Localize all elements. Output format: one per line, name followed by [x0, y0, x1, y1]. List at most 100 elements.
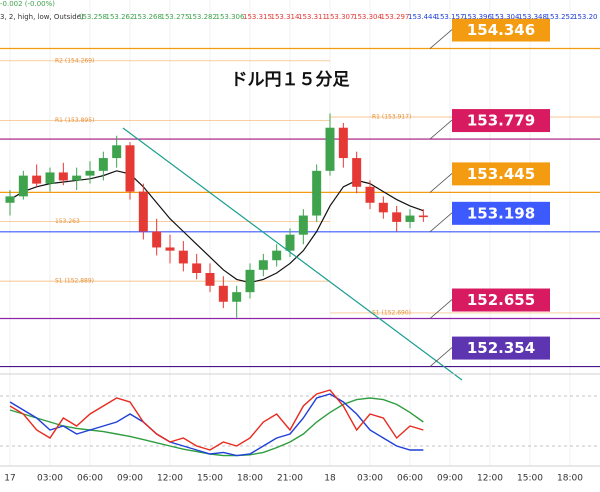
- candle-body: [338, 127, 348, 159]
- pivot-label: 153.263: [55, 218, 80, 225]
- header-value: 153.20: [573, 13, 598, 21]
- pivot-label: S1 (152.889): [55, 278, 94, 285]
- level-labels: 154.346 153.779 153.445 153.198 152.655 152.3…: [429, 18, 550, 367]
- header-value: 153.258: [78, 13, 107, 21]
- header-value: 153.306: [216, 13, 245, 21]
- level-label: 154.346: [467, 21, 535, 39]
- header-value: 153.315: [243, 13, 272, 21]
- candle-body: [298, 215, 308, 235]
- candle-body: [365, 186, 375, 203]
- candle-body: [58, 172, 68, 181]
- chart-title: ドル円１５分足: [231, 70, 350, 90]
- candle-body: [112, 145, 122, 159]
- header-value: 153.275: [161, 13, 190, 21]
- x-tick-label: 18: [324, 474, 336, 484]
- x-tick-label: 03:00: [357, 474, 383, 484]
- candle-body: [352, 158, 362, 187]
- x-tick-label: 09:00: [117, 474, 143, 484]
- x-tick-label: 21:00: [277, 474, 303, 484]
- x-tick-label: 15:00: [197, 474, 223, 484]
- oscillator-line: [9, 393, 424, 457]
- oscillator-line: [9, 389, 424, 451]
- level-label-box: [452, 18, 550, 42]
- candle-body: [378, 202, 388, 213]
- label-leader: [429, 347, 453, 367]
- level-label: 152.655: [467, 291, 535, 309]
- level-label-box: [452, 201, 550, 225]
- header-value: 153.157: [436, 13, 465, 21]
- header-value: 153.444: [408, 13, 437, 21]
- header-value: 153.314: [271, 13, 300, 21]
- grid: R2 (154.269) R1 (153.895) 153.263 S1 (152.8…: [0, 0, 600, 466]
- label-leader: [429, 29, 453, 49]
- candle-body: [5, 196, 15, 203]
- candle-body: [98, 158, 108, 171]
- candle-body: [258, 260, 268, 270]
- candle-body: [205, 273, 215, 286]
- level-label-box: [452, 162, 550, 186]
- header-change: -0.002 (-0.00%): [0, 0, 55, 8]
- level-label-box: [452, 336, 550, 360]
- candle-body: [272, 250, 282, 261]
- candle-body: [245, 269, 255, 293]
- price-pane: [0, 47, 600, 368]
- candle-body: [312, 170, 322, 216]
- header-params: 3, 2, high, low, Outside): [0, 13, 84, 21]
- oscillator-pane: [9, 389, 424, 457]
- candle-body: [32, 175, 42, 184]
- candle-body: [218, 285, 228, 302]
- header-value: 153.268: [133, 13, 162, 21]
- candle-body: [232, 292, 242, 302]
- pivot-label: R2 (154.269): [55, 57, 94, 64]
- header-value: 153.348: [518, 13, 547, 21]
- candle-body: [72, 175, 82, 181]
- candle-body: [392, 212, 402, 222]
- x-tick-label: 06:00: [77, 474, 103, 484]
- candle-body: [152, 231, 162, 248]
- label-leader: [429, 212, 453, 233]
- label-leader: [429, 173, 453, 193]
- candle-body: [405, 215, 415, 222]
- x-tick-label: 12:00: [477, 474, 503, 484]
- pivot-label: R1 (153.895): [55, 117, 94, 124]
- x-tick-label: 03:00: [37, 474, 63, 484]
- candle-body: [285, 234, 295, 251]
- candle-body: [138, 191, 148, 232]
- header-value: 153.304: [353, 13, 382, 21]
- x-tick-label: 15:00: [517, 474, 543, 484]
- pivot-label: R1 (153.917): [372, 114, 411, 121]
- candle-body: [18, 175, 28, 197]
- level-label: 153.445: [467, 165, 535, 183]
- header-value: 153.262: [106, 13, 135, 21]
- level-label-box: [452, 288, 550, 312]
- level-label-box: [452, 109, 550, 133]
- x-tick-label: 09:00: [437, 474, 463, 484]
- label-leader: [429, 119, 453, 140]
- label-leader: [429, 299, 453, 319]
- x-tick-label: 12:00: [157, 474, 183, 484]
- header-value: 153.311: [298, 13, 327, 21]
- header-value: 153.252: [546, 13, 575, 21]
- level-label: 152.354: [467, 339, 535, 357]
- candle-body: [418, 215, 428, 218]
- oscillator-line: [9, 397, 424, 457]
- x-tick-label: 18:00: [237, 474, 263, 484]
- pivot-label: S1 (152.690): [372, 309, 411, 316]
- candle-body: [192, 263, 202, 274]
- header-value: 153.304: [491, 13, 520, 21]
- x-tick-label: 18:00: [557, 474, 583, 484]
- x-tick-label: 06:00: [397, 474, 423, 484]
- header: -0.002 (-0.00%) 3, 2, high, low, Outside…: [0, 0, 598, 21]
- header-value: 153.307: [326, 13, 355, 21]
- header-value: 153.282: [188, 13, 217, 21]
- header-value: 153.297: [381, 13, 410, 21]
- candle-body: [85, 170, 95, 176]
- candle-body: [325, 127, 335, 171]
- candle-body: [178, 250, 188, 264]
- candle-body: [45, 172, 55, 184]
- candle-body: [165, 247, 175, 251]
- x-tick-label: 17: [4, 474, 15, 484]
- trend-line: [122, 127, 463, 381]
